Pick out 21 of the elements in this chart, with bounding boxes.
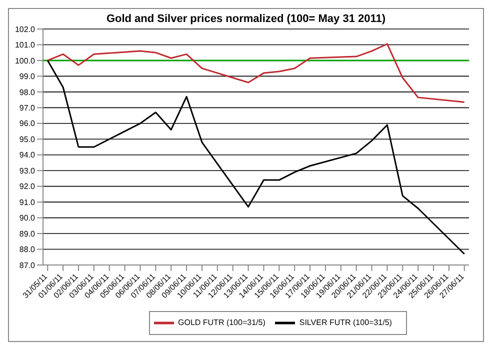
y-tick-label: 94.0 [19,150,36,160]
y-tick-label: 96.0 [19,119,36,128]
y-tick-label: 87.0 [19,260,36,270]
legend-label: SILVER FUTR (100=31/5) [299,318,392,328]
y-tick-label: 101.0 [14,40,36,50]
y-tick-label: 95.0 [19,134,36,144]
chart-title: Gold and Silver prices normalized (100= May 31 2011) [105,13,387,25]
y-tick-label: 97.0 [19,104,36,113]
line-series [46,43,466,103]
y-tick-label: 89.0 [19,229,36,238]
y-tick-label: 99.0 [19,72,36,82]
y-tick-label: 92.0 [19,182,36,192]
y-tick-label: 93.0 [19,166,36,176]
y-tick-label: 102.0 [14,24,36,34]
legend-label: GOLD FUTR (100=31/5) [178,318,266,328]
y-tick-label: 91.0 [19,198,36,207]
y-tick-label: 98.0 [19,88,36,97]
line-series [46,60,466,255]
y-tick-label: 90.0 [19,214,36,223]
y-tick-label: 88.0 [19,245,36,254]
y-tick-label: 100.0 [14,56,36,66]
